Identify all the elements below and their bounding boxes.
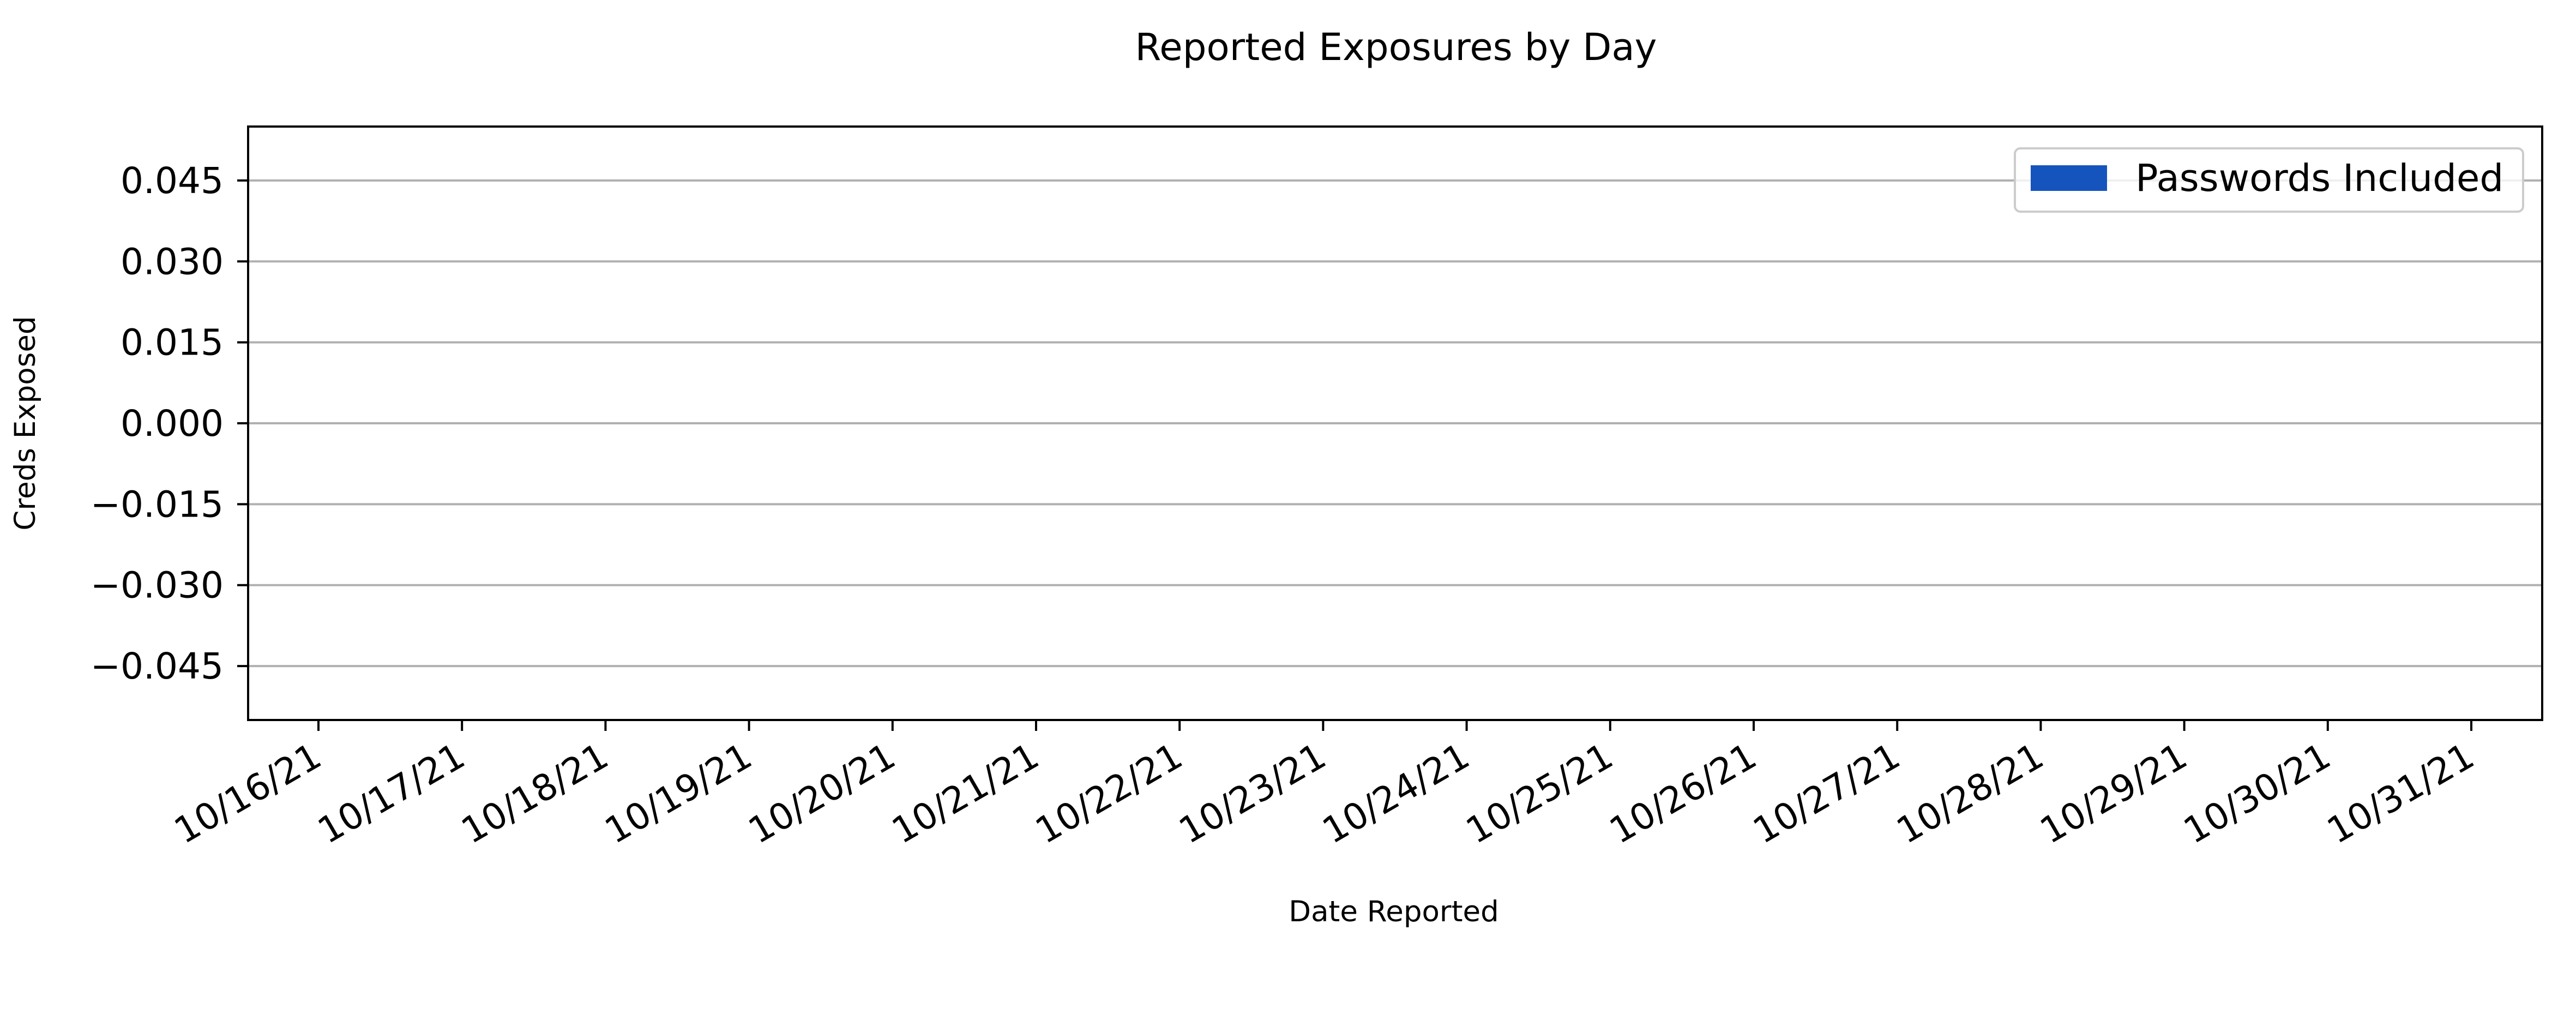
y-tick-label: 0.045 <box>121 160 224 202</box>
legend-box <box>2014 147 2524 213</box>
y-axis-label: Creds Exposed <box>9 316 42 530</box>
y-tick-label: −0.045 <box>91 645 224 687</box>
legend: Passwords Included <box>2014 147 2524 213</box>
y-tick-label: −0.015 <box>91 483 224 525</box>
gridlines <box>248 179 2542 668</box>
chart-title: Reported Exposures by Day <box>1135 26 1657 69</box>
legend-swatch <box>2031 165 2107 191</box>
y-tick-label: 0.000 <box>121 403 224 445</box>
legend-label: Passwords Included <box>2135 157 2503 200</box>
y-tick-label: 0.030 <box>121 241 224 283</box>
x-axis-label: Date Reported <box>1289 895 1498 928</box>
y-tick-label: −0.030 <box>91 565 224 607</box>
y-tick-label: 0.015 <box>121 322 224 364</box>
y-axis-ticks: 0.045 0.030 0.015 0.000 −0.015 −0.030 −0.045 <box>91 160 248 687</box>
